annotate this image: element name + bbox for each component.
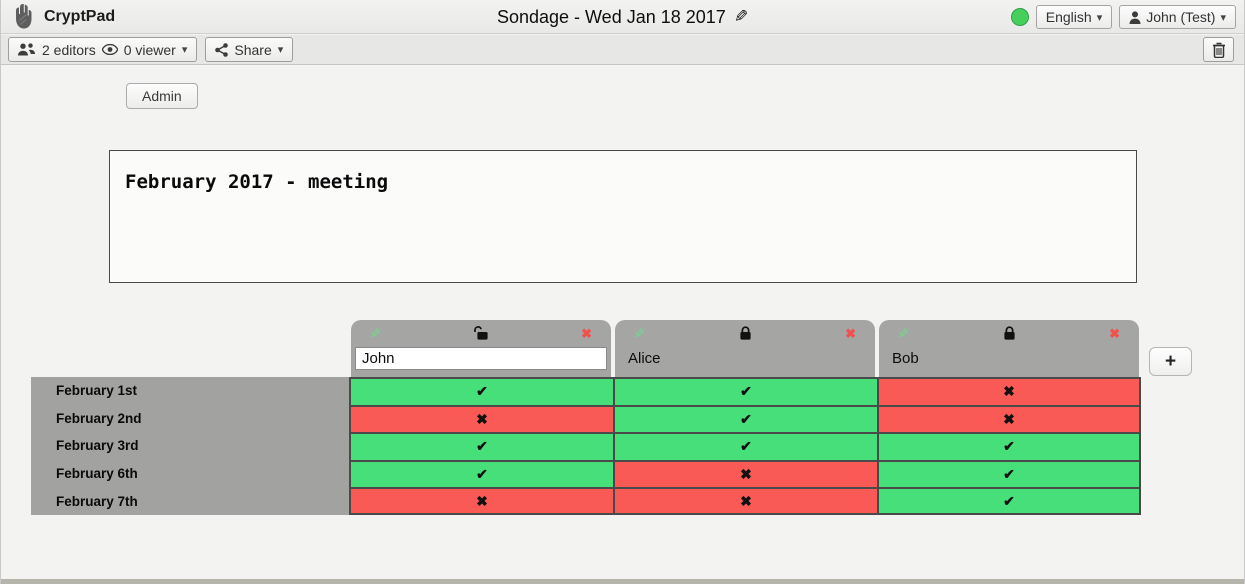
poll-column-name-row bbox=[351, 342, 611, 377]
poll-area: ✎✖✎✖Alice✎✖Bob+February 1st✔✔✖February 2… bbox=[31, 320, 1201, 515]
chevron-down-icon: ▾ bbox=[277, 44, 284, 56]
cryptpad-brand[interactable]: CryptPad bbox=[1, 3, 115, 30]
vote-cell-no[interactable]: ✖ bbox=[349, 487, 613, 515]
language-label: English bbox=[1045, 9, 1092, 25]
poll-table: ✎✖✎✖Alice✎✖Bob+February 1st✔✔✖February 2… bbox=[31, 320, 1201, 515]
user-icon bbox=[1129, 10, 1141, 24]
poll-plus-cell: + bbox=[1141, 320, 1201, 377]
poll-row-label: February 7th bbox=[31, 487, 349, 515]
chevron-down-icon: ▾ bbox=[181, 44, 188, 56]
poll-column-name-row: Alice bbox=[615, 342, 875, 377]
poll-column-header-alice: ✎ ✖ Alice bbox=[615, 320, 875, 377]
delete-poll-button[interactable] bbox=[1203, 37, 1234, 62]
editors-group-icon bbox=[18, 43, 36, 56]
vote-cell-yes[interactable]: ✔ bbox=[877, 432, 1141, 460]
admin-button[interactable]: Admin bbox=[126, 83, 198, 109]
cryptpad-fist-logo-icon bbox=[11, 3, 36, 30]
poll-column-header-icons: ✎ ✖ bbox=[615, 320, 875, 342]
secondary-toolbar: 2 editors 0 viewer ▾ Share ▾ bbox=[1, 35, 1244, 65]
viewer-count-label: 0 viewer bbox=[123, 41, 176, 58]
user-menu-dropdown[interactable]: John (Test) ▾ bbox=[1119, 5, 1236, 29]
user-label: John (Test) bbox=[1146, 9, 1216, 25]
userlist-dropdown[interactable]: 2 editors 0 viewer ▾ bbox=[8, 37, 198, 62]
vote-cell-yes[interactable]: ✔ bbox=[613, 432, 877, 460]
edit-column-pencil-icon[interactable]: ✎ bbox=[634, 325, 645, 341]
vote-cell-no[interactable]: ✖ bbox=[349, 404, 613, 433]
app-name: CryptPad bbox=[44, 7, 116, 25]
chevron-down-icon: ▾ bbox=[1096, 11, 1103, 24]
remove-column-icon[interactable]: ✖ bbox=[845, 325, 856, 341]
poll-column-header-icons: ✎ ✖ bbox=[351, 320, 611, 342]
vote-cell-no[interactable]: ✖ bbox=[877, 404, 1141, 433]
poll-row-end-spacer bbox=[1141, 405, 1201, 433]
poll-column-header-john: ✎ ✖ bbox=[351, 320, 611, 377]
vote-cell-yes[interactable]: ✔ bbox=[877, 459, 1141, 488]
vote-cell-yes[interactable]: ✔ bbox=[349, 377, 613, 405]
connection-status-dot bbox=[1010, 8, 1029, 26]
bottom-window-edge bbox=[1, 579, 1244, 584]
poll-description-textarea[interactable] bbox=[109, 150, 1137, 283]
poll-header-spacer bbox=[31, 320, 349, 377]
poll-row-end-spacer bbox=[1141, 460, 1201, 488]
vote-cell-no[interactable]: ✖ bbox=[613, 459, 877, 488]
vote-cell-yes[interactable]: ✔ bbox=[613, 404, 877, 433]
column-name-label: Alice bbox=[628, 349, 661, 367]
topbar-right-controls: English ▾ John (Test) ▾ bbox=[1010, 0, 1236, 34]
main-toolbar: CryptPad Sondage - Wed Jan 18 2017 ✎ Eng… bbox=[1, 0, 1244, 34]
remove-column-icon[interactable]: ✖ bbox=[1109, 325, 1120, 341]
vote-cell-yes[interactable]: ✔ bbox=[613, 377, 877, 405]
editors-count-label: 2 editors bbox=[42, 41, 96, 58]
poll-column-name-row: Bob bbox=[879, 342, 1139, 377]
edit-column-pencil-icon[interactable]: ✎ bbox=[370, 325, 381, 341]
poll-column-header-icons: ✎ ✖ bbox=[879, 320, 1139, 342]
vote-cell-yes[interactable]: ✔ bbox=[877, 487, 1141, 515]
language-dropdown[interactable]: English ▾ bbox=[1035, 5, 1113, 29]
poll-row-end-spacer bbox=[1141, 487, 1201, 515]
poll-row-label: February 3rd bbox=[31, 432, 349, 460]
poll-row-end-spacer bbox=[1141, 432, 1201, 460]
chevron-down-icon: ▾ bbox=[1220, 11, 1226, 24]
poll-column-header-bob: ✎ ✖ Bob bbox=[879, 320, 1139, 377]
vote-cell-yes[interactable]: ✔ bbox=[349, 459, 613, 488]
remove-column-icon[interactable]: ✖ bbox=[581, 325, 592, 341]
doc-title[interactable]: Sondage - Wed Jan 18 2017 bbox=[496, 6, 726, 27]
share-icon bbox=[215, 42, 229, 57]
edit-title-pencil-icon[interactable]: ✎ bbox=[733, 7, 749, 26]
vote-cell-no[interactable]: ✖ bbox=[613, 487, 877, 515]
add-column-button[interactable]: + bbox=[1149, 347, 1192, 376]
poll-row-label: February 2nd bbox=[31, 404, 349, 433]
lock-closed-icon[interactable] bbox=[739, 326, 752, 341]
column-name-input[interactable] bbox=[355, 346, 607, 370]
vote-cell-no[interactable]: ✖ bbox=[877, 377, 1141, 405]
share-dropdown[interactable]: Share ▾ bbox=[205, 37, 294, 62]
column-name-label: Bob bbox=[892, 349, 919, 367]
vote-cell-yes[interactable]: ✔ bbox=[349, 432, 613, 460]
poll-row-label: February 6th bbox=[31, 459, 349, 488]
lock-closed-icon[interactable] bbox=[1003, 326, 1016, 341]
edit-column-pencil-icon[interactable]: ✎ bbox=[898, 325, 909, 341]
lock-open-icon[interactable] bbox=[473, 326, 489, 341]
share-label: Share bbox=[234, 41, 272, 58]
trash-icon bbox=[1212, 42, 1226, 58]
poll-row-label: February 1st bbox=[31, 377, 349, 405]
poll-row-end-spacer bbox=[1141, 377, 1201, 405]
viewer-eye-icon bbox=[101, 44, 118, 55]
